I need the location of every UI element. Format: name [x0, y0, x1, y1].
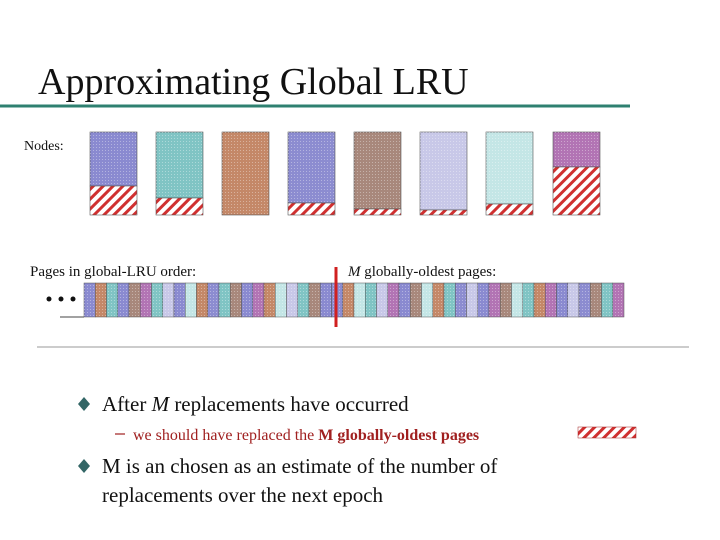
node-texture — [288, 132, 335, 203]
sub-bullet-a: we should have replaced the — [133, 427, 318, 444]
page-texture — [410, 283, 422, 317]
page-texture — [342, 283, 354, 317]
bullet-2-line-2: replacements over the next epoch — [102, 483, 384, 507]
page-texture — [489, 283, 501, 317]
page-strip — [83, 282, 625, 318]
page-texture — [601, 283, 613, 317]
page-texture — [174, 283, 186, 317]
page-texture — [140, 283, 152, 317]
node-hatch — [155, 197, 204, 216]
oldest-label: M globally-oldest pages: — [347, 264, 496, 280]
page-texture — [466, 283, 478, 317]
nodes — [89, 131, 601, 216]
page-texture — [275, 283, 287, 317]
page-texture — [534, 283, 546, 317]
node-texture — [156, 132, 203, 198]
page-texture — [84, 283, 96, 317]
node-hatch — [287, 202, 336, 216]
node-texture — [420, 132, 467, 210]
page-texture — [511, 283, 523, 317]
hatch-legend — [577, 426, 637, 439]
page-texture — [522, 283, 534, 317]
page-texture — [219, 283, 231, 317]
page-texture — [264, 283, 276, 317]
page-texture — [117, 283, 129, 317]
page-texture — [376, 283, 388, 317]
oldest-label-rest: globally-oldest pages: — [361, 264, 497, 280]
bullet-1-b: replacements have occurred — [169, 392, 409, 416]
page-texture — [477, 283, 489, 317]
page-texture — [387, 283, 399, 317]
page-texture — [297, 283, 309, 317]
page-texture — [129, 283, 141, 317]
bullet-1-m: M — [151, 392, 171, 416]
page-texture — [320, 283, 332, 317]
node-texture — [222, 132, 269, 215]
page-texture — [162, 283, 174, 317]
page-texture — [309, 283, 321, 317]
page-texture — [432, 283, 444, 317]
node-hatch — [485, 203, 534, 216]
page-texture — [612, 283, 624, 317]
page-texture — [106, 283, 118, 317]
page-texture — [286, 283, 298, 317]
page-texture — [241, 283, 253, 317]
oldest-label-m: M — [347, 264, 362, 280]
node-hatch — [353, 208, 402, 216]
page-texture — [365, 283, 377, 317]
page-texture — [590, 283, 602, 317]
node-hatch — [89, 185, 138, 216]
page-texture — [567, 283, 579, 317]
page-texture — [354, 283, 366, 317]
node-hatch — [552, 166, 601, 216]
page-texture — [444, 283, 456, 317]
bullet-2-line-1: M is an chosen as an estimate of the num… — [102, 454, 497, 478]
nodes-label: Nodes: — [24, 139, 64, 154]
node-texture — [486, 132, 533, 204]
page-texture — [252, 283, 264, 317]
sub-bullet: we should have replaced the M globally-o… — [133, 427, 479, 444]
page-texture — [95, 283, 107, 317]
bullet-marker — [78, 459, 90, 473]
bullet-marker — [78, 397, 90, 411]
page-texture — [421, 283, 433, 317]
page-texture — [230, 283, 242, 317]
page-texture — [455, 283, 467, 317]
slide-title: Approximating Global LRU — [38, 61, 469, 103]
node-texture — [90, 132, 137, 186]
node-texture — [553, 132, 600, 167]
node-texture — [354, 132, 401, 209]
page-texture — [579, 283, 591, 317]
bullet-1: After M replacements have occurred — [102, 392, 409, 416]
pages-label: Pages in global-LRU order: — [30, 264, 196, 280]
page-texture — [207, 283, 219, 317]
page-texture — [185, 283, 197, 317]
node-hatch — [419, 209, 468, 216]
page-texture — [196, 283, 208, 317]
sub-bullet-b: M globally-oldest pages — [318, 427, 479, 444]
page-texture — [545, 283, 557, 317]
page-texture — [399, 283, 411, 317]
ellipsis — [46, 296, 76, 302]
page-texture — [556, 283, 568, 317]
bullet-1-a: After — [102, 392, 152, 416]
page-texture — [500, 283, 512, 317]
page-texture — [151, 283, 163, 317]
